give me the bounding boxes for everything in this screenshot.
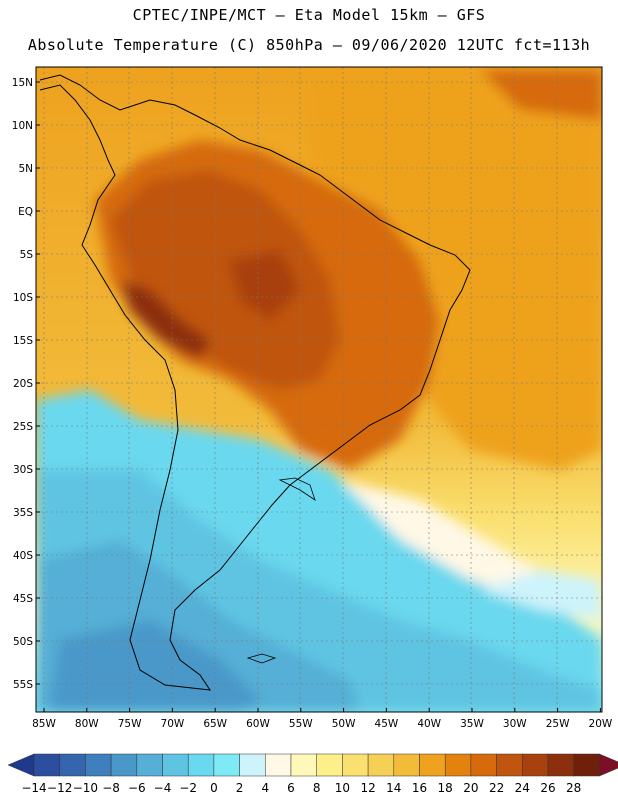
colorbar-label: −14: [21, 781, 46, 795]
colorbar-label: −4: [154, 781, 172, 795]
lon-label: 55W: [289, 718, 313, 730]
colorbar-label: 14: [386, 781, 401, 795]
lat-label: 50S: [13, 636, 33, 648]
graticule: [36, 67, 602, 712]
lat-label: 15N: [12, 77, 33, 89]
lon-label: 30W: [503, 718, 527, 730]
colorbar-label: 16: [412, 781, 427, 795]
lat-label: 55S: [13, 679, 33, 691]
colorbar-swatch: [85, 753, 112, 777]
lat-label: 10N: [12, 120, 33, 132]
colorbar-swatch: [187, 753, 215, 777]
lon-label: 80W: [75, 718, 99, 730]
colorbar-swatch: [547, 753, 574, 777]
temperature-map: 15N 10N 5N EQ 5S 10S 15S 20S 25S 30S 35S 40S 45S 50S 5…: [12, 66, 613, 730]
lon-label: 70W: [161, 718, 185, 730]
colorbar-label: 12: [360, 781, 375, 795]
colorbar-swatch: [162, 753, 189, 777]
colorbar-label: 10: [335, 781, 350, 795]
temperature-field: [36, 67, 602, 712]
lat-label: 5S: [20, 249, 34, 261]
colorbar-high-arrow: [599, 753, 618, 777]
colorbar-label: −2: [179, 781, 197, 795]
map-frame: [35, 66, 603, 713]
colorbar-swatch: [213, 753, 240, 777]
colorbar-label: −8: [102, 781, 120, 795]
colorbar-label: −10: [73, 781, 98, 795]
lat-label: 40S: [13, 550, 33, 562]
colorbar-label: 8: [313, 781, 321, 795]
lat-label: EQ: [18, 206, 33, 218]
colorbar-swatch: [136, 753, 163, 777]
colorbar-label: 20: [463, 781, 478, 795]
colorbar-label: 6: [287, 781, 295, 795]
colorbar-label: 28: [566, 781, 581, 795]
colorbar-swatch: [33, 753, 60, 777]
lon-label: 75W: [118, 718, 142, 730]
colorbar-label: −12: [47, 781, 72, 795]
south-america-coastline: [39, 74, 471, 691]
colorbar-label: −6: [128, 781, 146, 795]
lon-label: 50W: [332, 718, 356, 730]
colorbar-label: 22: [489, 781, 504, 795]
colorbar-swatch: [470, 753, 497, 777]
lat-label: 10S: [13, 292, 33, 304]
lon-label: 45W: [375, 718, 399, 730]
longitude-axis: 85W 80W 75W 70W 65W 60W 55W 50W 45W 40W 35W 30W 25W 2…: [32, 708, 613, 730]
lat-label: 35S: [13, 507, 33, 519]
colorbar-swatch: [342, 753, 369, 777]
colorbar-label: 18: [438, 781, 453, 795]
colorbar-swatch: [239, 753, 266, 777]
map-title: CPTEC/INPE/MCT – Eta Model 15km – GFS: [132, 6, 486, 24]
lon-label: 25W: [546, 718, 570, 730]
colorbar-swatch: [265, 753, 292, 777]
colorbar-swatch: [393, 753, 420, 777]
lat-label: 25S: [13, 421, 33, 433]
colorbar-swatch: [573, 753, 600, 777]
colorbar-swatch: [59, 753, 86, 777]
lat-label: 45S: [13, 593, 33, 605]
colorbar-swatch: [110, 753, 138, 777]
colorbar-swatch: [444, 753, 472, 777]
colorbar-swatch: [367, 753, 395, 777]
colorbar-label: 26: [540, 781, 555, 795]
latitude-axis: 15N 10N 5N EQ 5S 10S 15S 20S 25S 30S 35S 40S 45S 50S 5…: [12, 77, 40, 691]
lat-label: 20S: [13, 378, 33, 390]
colorbar-label: 4: [261, 781, 269, 795]
map-subtitle: Absolute Temperature (C) 850hPa – 09/06/…: [27, 36, 591, 54]
colorbar-label: 24: [515, 781, 530, 795]
colorbar-swatch: [290, 753, 317, 777]
colorbar-swatch: [522, 753, 549, 777]
colorbar-swatch: [419, 753, 446, 777]
colorbar-swatch: [316, 753, 343, 777]
colorbar-label: 2: [236, 781, 244, 795]
colorbar-swatch: [496, 753, 523, 777]
lat-label: 5N: [18, 163, 33, 175]
lon-label: 35W: [460, 718, 484, 730]
colorbar-label: 0: [210, 781, 218, 795]
colorbar: −14 −12 −10 −8 −6 −4 −2 0 2 4 6 8 10 12 14 16 18 20 22 24 26…: [7, 753, 618, 795]
lon-label: 85W: [32, 718, 56, 730]
colorbar-low-arrow: [7, 753, 35, 777]
lon-label: 60W: [246, 718, 270, 730]
lon-label: 65W: [203, 718, 227, 730]
lon-label: 20W: [589, 718, 613, 730]
lat-label: 30S: [13, 464, 33, 476]
lon-label: 40W: [417, 718, 441, 730]
lat-label: 15S: [13, 335, 33, 347]
